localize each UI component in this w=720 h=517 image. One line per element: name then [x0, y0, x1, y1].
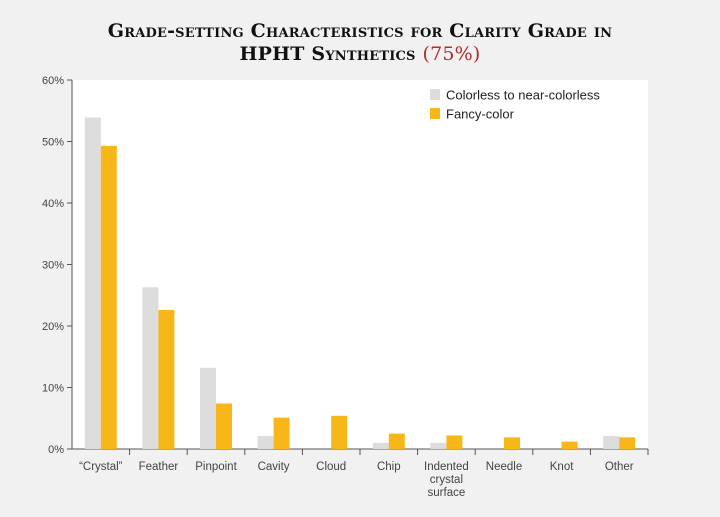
bar-fancy-color [273, 417, 290, 449]
y-tick-label: 20% [42, 321, 64, 333]
x-tick-label: Chip [377, 461, 401, 473]
x-tick-label: Needle [486, 461, 522, 473]
bar-fancy-color [619, 437, 636, 449]
x-tick-label: Knot [550, 461, 574, 473]
bar-fancy-color [216, 403, 232, 449]
bar-colorless [603, 436, 620, 449]
bar-colorless [372, 442, 389, 449]
bar-colorless [84, 117, 101, 449]
x-tick-label: Other [605, 461, 634, 473]
bar-fancy-color [561, 441, 578, 449]
bar-colorless [200, 367, 216, 449]
bar-fancy-color [388, 433, 405, 449]
x-tick-label: “Crystal” [79, 461, 123, 473]
y-tick-label: 60% [42, 75, 64, 87]
x-tick-label: Cloud [316, 461, 346, 473]
x-tick-label: Indented crystal surface [424, 461, 469, 499]
y-tick-label: 40% [42, 198, 64, 210]
y-tick-label: 50% [42, 137, 64, 149]
chart-title-line-1: Grade-setting Characteristics for Clarit… [107, 20, 613, 42]
chart-title-line-2: HPHT Synthetics (75%) [0, 43, 720, 65]
legend-swatch [430, 89, 440, 100]
legend-swatch [430, 108, 440, 119]
x-tick-label: Pinpoint [195, 461, 237, 473]
y-tick-label: 30% [42, 260, 64, 272]
bar-fancy-color [331, 415, 348, 449]
bar-fancy-color [446, 435, 463, 449]
bar-colorless [430, 442, 447, 449]
bar-fancy-color [158, 310, 175, 449]
bar-colorless [257, 436, 274, 449]
bar-fancy-color [100, 145, 117, 449]
y-tick-label: 10% [42, 383, 64, 395]
y-tick-label: 0% [48, 444, 64, 456]
chart-title-main: HPHT Synthetics [239, 43, 416, 65]
bar-colorless [142, 287, 159, 449]
chart-title-accent: (75%) [422, 43, 481, 65]
x-tick-label: Feather [139, 461, 179, 473]
legend-label: Fancy-color [446, 107, 515, 122]
legend-label: Colorless to near-colorless [446, 88, 600, 103]
bar-fancy-color [504, 437, 520, 449]
x-tick-label: Cavity [258, 461, 290, 473]
